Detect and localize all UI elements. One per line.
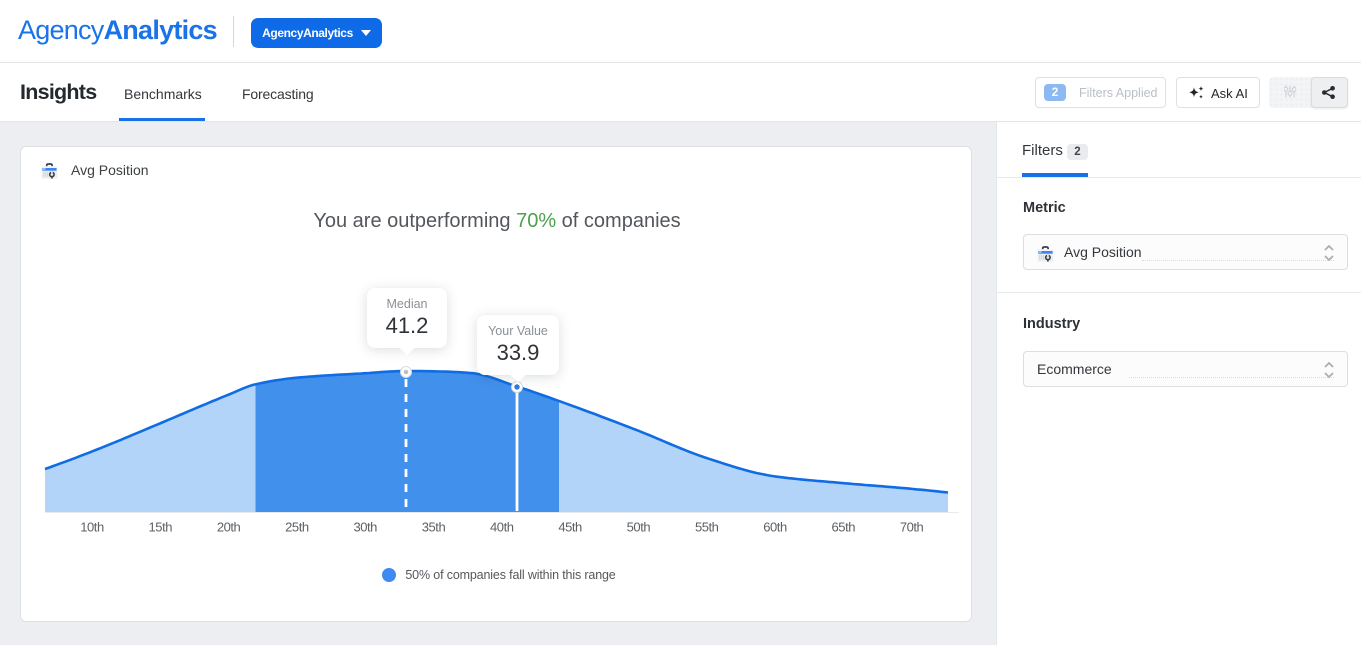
svg-text:25th: 25th: [285, 520, 309, 535]
svg-text:55th: 55th: [695, 520, 719, 535]
svg-text:70th: 70th: [900, 520, 924, 535]
svg-text:10th: 10th: [80, 520, 104, 535]
svg-text:45th: 45th: [558, 520, 582, 535]
svg-text:60th: 60th: [763, 520, 787, 535]
svg-text:30th: 30th: [353, 520, 377, 535]
svg-text:40th: 40th: [490, 520, 514, 535]
svg-text:50th: 50th: [627, 520, 651, 535]
svg-text:35th: 35th: [422, 520, 446, 535]
svg-text:15th: 15th: [149, 520, 173, 535]
svg-text:20th: 20th: [217, 520, 241, 535]
svg-text:65th: 65th: [832, 520, 856, 535]
